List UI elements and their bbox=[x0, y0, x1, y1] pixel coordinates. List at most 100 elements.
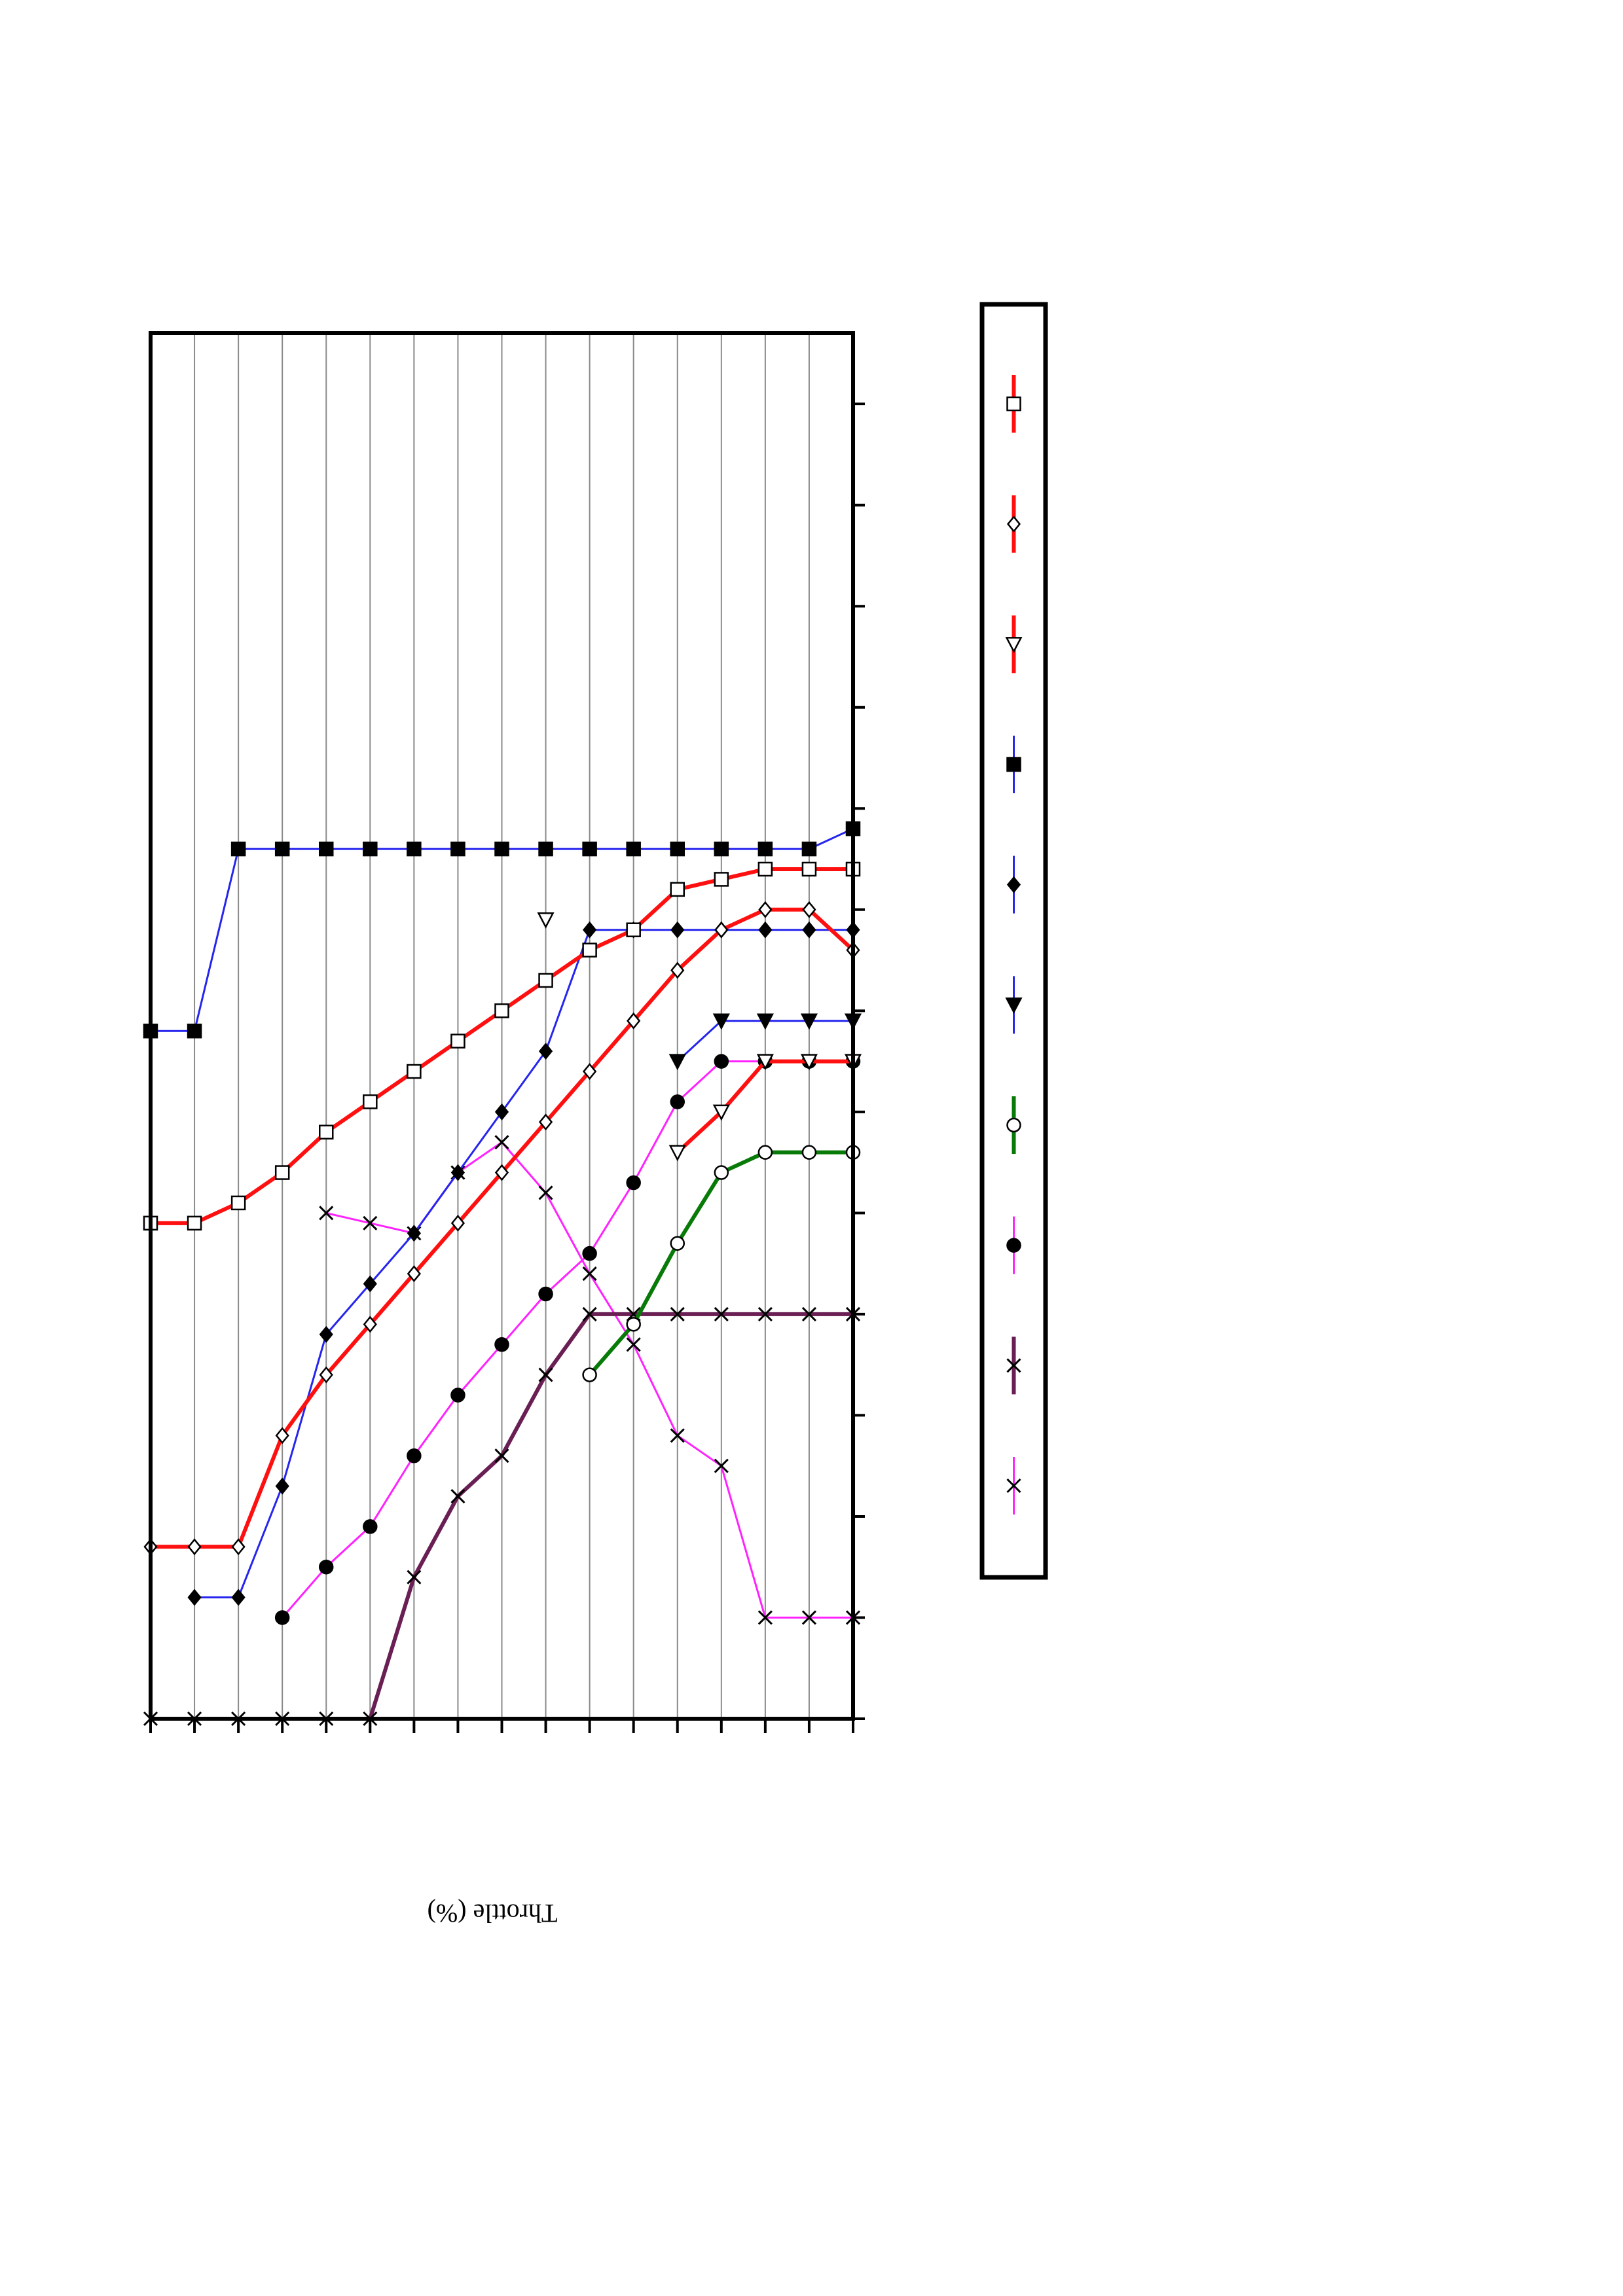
plot-area bbox=[143, 331, 865, 1733]
data-point-s0 bbox=[538, 1185, 553, 1200]
data-point-s9 bbox=[230, 1195, 246, 1211]
data-point-s7 bbox=[800, 1054, 818, 1071]
data-point-s7 bbox=[668, 1145, 686, 1162]
data-point-s9 bbox=[626, 922, 641, 937]
data-point-s4 bbox=[756, 1013, 774, 1030]
data-point-s1 bbox=[757, 1306, 773, 1321]
data-point-s6 bbox=[538, 841, 553, 857]
data-point-s1 bbox=[801, 1306, 816, 1321]
data-point-s2 bbox=[494, 1337, 509, 1352]
data-point-s5 bbox=[670, 921, 685, 939]
data-point-s6 bbox=[230, 841, 246, 857]
data-point-s8 bbox=[627, 1012, 641, 1030]
data-point-s7 bbox=[756, 1054, 774, 1071]
legend-marker-2 bbox=[1006, 1238, 1021, 1253]
data-point-s8 bbox=[758, 901, 773, 918]
data-point-s1 bbox=[582, 1306, 597, 1321]
data-point-s9 bbox=[187, 1215, 202, 1231]
data-point-s5 bbox=[407, 1225, 421, 1242]
data-point-s6 bbox=[801, 841, 817, 857]
data-point-s9 bbox=[450, 1033, 465, 1049]
data-point-s6 bbox=[670, 841, 685, 857]
data-point-s4 bbox=[800, 1013, 818, 1030]
data-point-s9 bbox=[714, 872, 729, 887]
plot-frame bbox=[149, 331, 855, 1721]
data-point-s8 bbox=[275, 1427, 289, 1444]
data-point-s6 bbox=[319, 841, 334, 857]
data-point-s2 bbox=[274, 1610, 290, 1625]
data-point-s5 bbox=[494, 1103, 509, 1121]
data-point-s5 bbox=[450, 1164, 465, 1181]
data-point-s8 bbox=[583, 1063, 597, 1081]
data-point-s8 bbox=[407, 1265, 421, 1283]
legend-marker-9 bbox=[1006, 396, 1021, 412]
data-point-s0 bbox=[670, 1428, 685, 1443]
data-point-s8 bbox=[670, 961, 685, 979]
data-point-s1 bbox=[450, 1488, 465, 1504]
data-point-s2 bbox=[319, 1559, 334, 1575]
data-point-s9 bbox=[757, 861, 773, 877]
data-point-s8 bbox=[714, 921, 729, 939]
data-point-s8 bbox=[187, 1538, 202, 1556]
legend-marker-3 bbox=[1006, 1117, 1021, 1133]
data-point-s3 bbox=[582, 1367, 597, 1382]
data-point-s6 bbox=[714, 841, 729, 857]
data-point-s2 bbox=[582, 1246, 597, 1261]
legend-marker-4 bbox=[1005, 997, 1023, 1014]
data-point-s9 bbox=[407, 1064, 422, 1079]
legend-marker-7 bbox=[1005, 637, 1023, 654]
data-point-s5 bbox=[758, 921, 773, 939]
data-point-s5 bbox=[319, 1325, 333, 1343]
series-line-5 bbox=[194, 929, 853, 1599]
data-point-s5 bbox=[231, 1588, 246, 1606]
data-point-s3 bbox=[757, 1145, 773, 1160]
data-point-s0 bbox=[714, 1458, 729, 1473]
data-point-s8 bbox=[319, 1366, 333, 1384]
data-point-s5 bbox=[275, 1477, 289, 1495]
data-point-s0 bbox=[494, 1135, 509, 1150]
data-point-s9 bbox=[670, 882, 685, 897]
data-point-s6 bbox=[274, 841, 290, 857]
x-axis-title: Throttle (%) bbox=[428, 1899, 558, 1928]
data-point-s3 bbox=[626, 1317, 641, 1332]
data-point-s5 bbox=[538, 1043, 553, 1060]
data-point-s8 bbox=[231, 1538, 246, 1556]
data-point-s1 bbox=[670, 1306, 685, 1321]
data-point-s5 bbox=[583, 921, 597, 939]
data-point-s7 bbox=[537, 912, 555, 929]
data-point-s0 bbox=[363, 1215, 378, 1230]
data-point-s6 bbox=[450, 841, 465, 857]
data-point-s2 bbox=[407, 1448, 422, 1463]
data-point-s6 bbox=[757, 841, 773, 857]
legend bbox=[979, 302, 1048, 1580]
data-point-s8 bbox=[802, 901, 816, 918]
legend-marker-5 bbox=[1006, 876, 1021, 893]
data-point-s9 bbox=[582, 942, 597, 958]
data-point-s8 bbox=[363, 1316, 377, 1333]
data-point-s9 bbox=[274, 1165, 290, 1180]
data-point-s5 bbox=[187, 1588, 202, 1606]
data-point-s5 bbox=[802, 921, 816, 939]
data-point-s2 bbox=[670, 1094, 685, 1109]
data-point-s3 bbox=[670, 1236, 685, 1251]
data-point-s5 bbox=[363, 1275, 377, 1293]
legend-marker-8 bbox=[1006, 515, 1021, 533]
data-point-s8 bbox=[538, 1113, 553, 1131]
legend-marker-0 bbox=[1006, 1478, 1021, 1494]
data-point-s3 bbox=[801, 1145, 817, 1160]
data-point-s6 bbox=[363, 841, 378, 857]
data-point-s8 bbox=[494, 1164, 509, 1181]
data-point-s6 bbox=[626, 841, 641, 857]
data-point-s0 bbox=[319, 1206, 334, 1221]
data-point-s0 bbox=[757, 1610, 773, 1625]
data-point-s1 bbox=[714, 1306, 729, 1321]
data-point-s9 bbox=[538, 973, 553, 988]
legend-marker-1 bbox=[1006, 1358, 1021, 1373]
data-point-s2 bbox=[363, 1519, 378, 1534]
data-point-s1 bbox=[494, 1448, 509, 1463]
data-point-s7 bbox=[712, 1104, 730, 1121]
data-point-s2 bbox=[714, 1054, 729, 1069]
data-point-s6 bbox=[407, 841, 422, 857]
data-point-s9 bbox=[801, 861, 817, 877]
data-point-s9 bbox=[494, 1003, 509, 1018]
